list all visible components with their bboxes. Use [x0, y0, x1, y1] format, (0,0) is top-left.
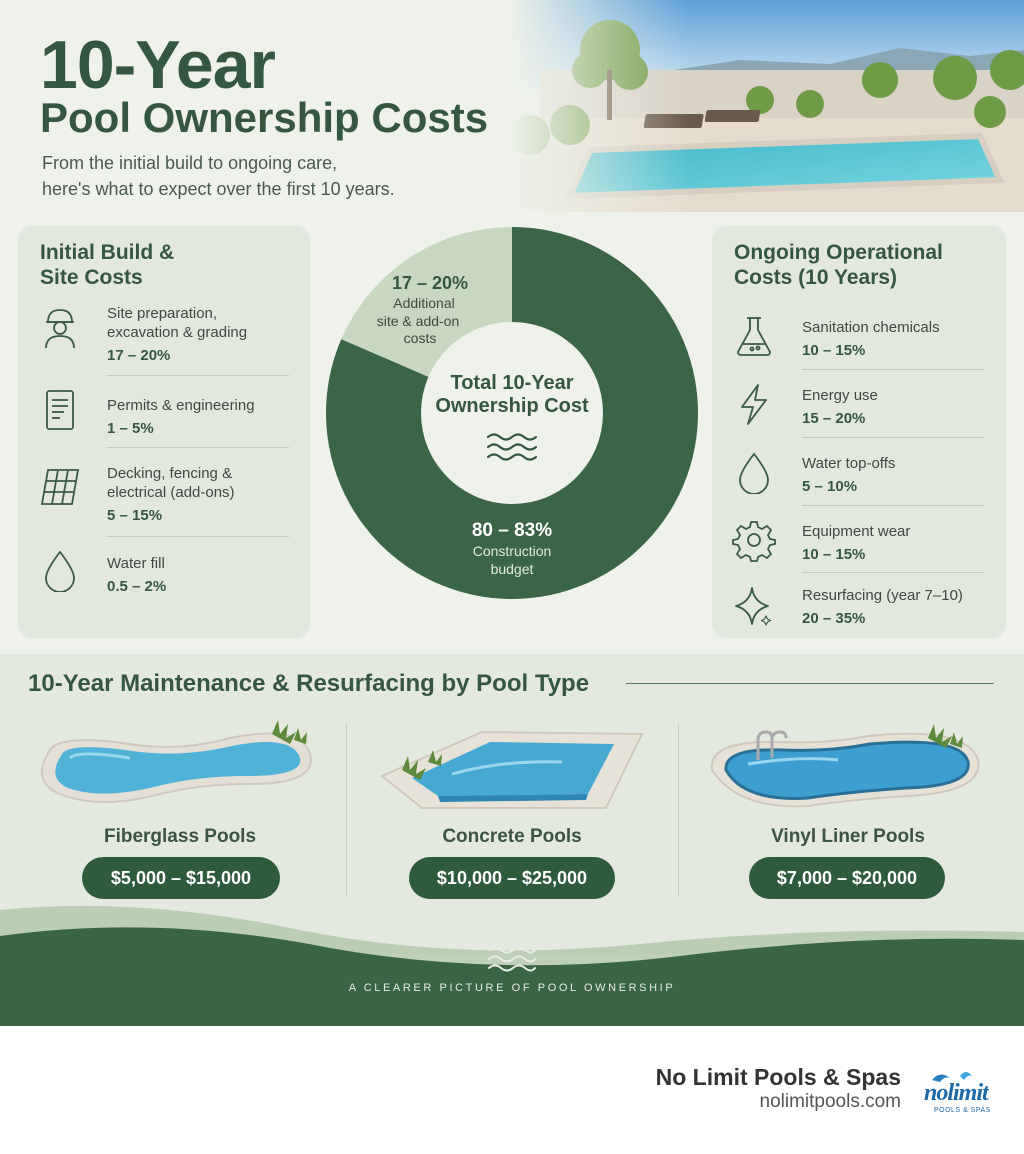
ongoing-item-label: Sanitation chemicals [802, 319, 940, 336]
footer-wave-icon [488, 946, 536, 972]
label-line: Site preparation, [107, 305, 218, 322]
slice-label-addons-line1: Additional [393, 295, 455, 311]
ongoing-panel-title: Ongoing Operational Costs (10 Years) [734, 240, 994, 290]
brand-logo: nolimit POOLS & SPAS [924, 1072, 991, 1114]
ongoing-item-value: 5 – 10% [802, 478, 858, 495]
slice-label-construction-line2: budget [491, 561, 534, 577]
worker-icon [45, 309, 75, 348]
pool-name-vinyl: Vinyl Liner Pools [771, 826, 925, 847]
slice-label-addons-line2: site & add-on [377, 313, 460, 329]
initial-item-label: Water fill [107, 555, 165, 572]
fiberglass-pool-image [41, 720, 312, 803]
ongoing-item-label: Water top-offs [802, 455, 896, 472]
ongoing-item-value: 20 – 35% [802, 610, 866, 627]
column-separator [346, 724, 347, 896]
initial-panel-title: Initial Build & Site Costs [40, 240, 300, 290]
initial-item-label: Permits & engineering [107, 397, 255, 414]
ongoing-item-label: Energy use [802, 387, 878, 404]
label-line: electrical (add-ons) [107, 484, 235, 501]
pool-price-vinyl: $7,000 – $20,000 [749, 857, 945, 899]
initial-item-value: 1 – 5% [107, 420, 154, 437]
brand-name: No Limit Pools & Spas [655, 1064, 901, 1090]
divider [107, 447, 289, 448]
initial-item-value: 0.5 – 2% [107, 578, 167, 595]
wave-icon [486, 433, 538, 461]
water-drop-icon [45, 550, 75, 592]
initial-costs-panel: Initial Build & Site Costs Site preparat… [18, 226, 310, 638]
sparkle-icon [735, 587, 772, 626]
water-drop-icon [739, 452, 769, 494]
initial-item-value: 5 – 15% [107, 507, 163, 524]
divider [107, 536, 289, 537]
ongoing-panel-title-line1: Ongoing Operational [734, 241, 943, 264]
pool-price-fiberglass: $5,000 – $15,000 [82, 857, 280, 899]
ownership-cost-donut-chart: Total 10-Year Ownership Cost 17 – 20% Ad… [326, 227, 698, 599]
pool-card-fiberglass: Fiberglass Pools $5,000 – $15,000 [10, 654, 350, 954]
intro-text: From the initial build to ongoing care, … [42, 150, 482, 202]
divider [802, 437, 984, 438]
intro-line-2: here's what to expect over the first 10 … [42, 179, 395, 199]
pool-price-concrete: $10,000 – $25,000 [409, 857, 615, 899]
donut-hole [421, 322, 603, 504]
chart-center-label-line1: Total 10-Year [450, 372, 573, 394]
lightning-icon [741, 384, 767, 425]
ongoing-item-value: 10 – 15% [802, 342, 866, 359]
concrete-pool-image [380, 730, 644, 809]
ongoing-costs-panel: Ongoing Operational Costs (10 Years) San… [712, 226, 1006, 638]
brand-url[interactable]: nolimitpools.com [759, 1091, 902, 1112]
initial-item-label: Decking, fencing & electrical (add-ons) [107, 464, 235, 502]
infographic: 10-Year Pool Ownership Costs From the in… [0, 0, 1024, 1026]
divider [107, 375, 289, 376]
document-icon [46, 390, 74, 430]
divider [802, 369, 984, 370]
footer-wave-band [0, 905, 1024, 1026]
brand-logo-subtext: POOLS & SPAS [934, 1107, 991, 1114]
flask-icon [737, 317, 771, 356]
slice-label-value-construction: 80 – 83% [472, 520, 552, 541]
slice-label-value-addons: 17 – 20% [392, 273, 468, 293]
ongoing-panel-title-line2: Costs (10 Years) [734, 266, 898, 289]
slice-label-addons-line3: costs [404, 330, 437, 346]
pool-card-concrete: Concrete Pools $10,000 – $25,000 [342, 654, 682, 954]
initial-panel-title-line2: Site Costs [40, 266, 143, 289]
pool-card-vinyl: Vinyl Liner Pools $7,000 – $20,000 [678, 654, 1018, 954]
label-line: excavation & grading [107, 324, 248, 341]
ongoing-item-label: Resurfacing (year 7–10) [802, 587, 963, 604]
initial-item-label: Site preparation, excavation & grading [107, 304, 247, 342]
hero-fade [490, 0, 690, 215]
divider [802, 505, 984, 506]
pool-types-title: 10-Year Maintenance & Resurfacing by Poo… [28, 670, 590, 697]
ongoing-item-value: 15 – 20% [802, 410, 866, 427]
gear-icon [732, 521, 776, 562]
page-title: 10-Year [40, 27, 276, 103]
ongoing-item-label: Equipment wear [802, 523, 911, 540]
pool-name-fiberglass: Fiberglass Pools [103, 826, 257, 847]
pool-name-concrete: Concrete Pools [442, 826, 582, 847]
slice-label-construction-line1: Construction [473, 543, 552, 559]
brand-logo-text: nolimit [924, 1080, 990, 1106]
intro-line-1: From the initial build to ongoing care, [42, 153, 338, 173]
footer-tagline: A CLEARER PICTURE OF POOL OWNERSHIP [348, 982, 676, 994]
ongoing-item-value: 10 – 15% [802, 546, 866, 563]
vinyl-liner-pool-image [710, 724, 980, 808]
decking-grid-icon [40, 469, 80, 505]
divider [802, 572, 984, 573]
chart-center-label-line2: Ownership Cost [435, 395, 589, 417]
section-rule [626, 683, 994, 684]
pool-types-section: 10-Year Maintenance & Resurfacing by Poo… [0, 654, 1024, 954]
label-line: Decking, fencing & [107, 465, 233, 482]
initial-item-value: 17 – 20% [107, 347, 171, 364]
column-separator [678, 724, 679, 896]
page-subtitle: Pool Ownership Costs [40, 94, 489, 141]
initial-panel-title-line1: Initial Build & [40, 241, 175, 264]
